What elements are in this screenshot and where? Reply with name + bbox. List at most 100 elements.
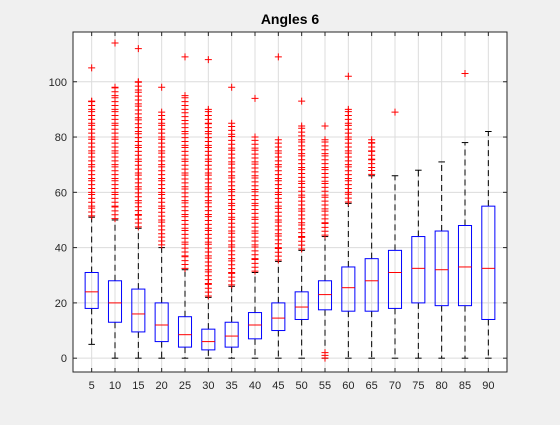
outlier-marker xyxy=(298,97,306,105)
y-tick-label: 0 xyxy=(61,353,67,365)
box-series xyxy=(84,39,496,362)
outliers xyxy=(111,39,119,223)
box-iqr xyxy=(224,321,239,348)
outlier-marker xyxy=(134,45,142,53)
outlier-marker xyxy=(274,53,282,61)
outlier-marker xyxy=(461,69,469,77)
box-iqr xyxy=(457,224,473,307)
outliers xyxy=(344,72,352,206)
box-iqr xyxy=(294,291,309,320)
box-iqr xyxy=(247,312,263,340)
outlier-marker xyxy=(344,105,352,113)
x-tick-label: 80 xyxy=(436,380,448,392)
x-tick-label: 10 xyxy=(109,380,121,392)
outlier-marker xyxy=(204,56,212,64)
x-tick-label: 75 xyxy=(412,380,424,392)
x-tick-label: 30 xyxy=(202,380,214,392)
outlier-marker xyxy=(251,94,259,102)
outliers xyxy=(228,83,236,289)
outlier-marker xyxy=(204,105,212,113)
x-tick-label: 35 xyxy=(226,380,238,392)
outlier-marker xyxy=(181,92,189,100)
box-iqr xyxy=(201,328,216,351)
outlier-marker xyxy=(181,53,189,61)
box-10 xyxy=(107,39,123,359)
y-tick-label: 100 xyxy=(49,77,67,89)
outliers xyxy=(204,56,212,300)
box-40 xyxy=(247,94,263,359)
axes: 0 20 40 60 80 100 5 10 15 20 25 30 35 40 45 50 55 60 65 70 7… xyxy=(49,32,507,392)
box-80 xyxy=(434,161,449,359)
box-iqr xyxy=(154,302,169,343)
outlier-marker xyxy=(391,108,399,116)
box-5 xyxy=(84,64,99,345)
box-35 xyxy=(224,83,239,359)
box-75 xyxy=(411,169,426,359)
chart-title: Angles 6 xyxy=(261,11,320,27)
outliers xyxy=(274,53,282,264)
y-tick-label: 60 xyxy=(55,187,67,199)
box-iqr xyxy=(84,271,99,309)
box-45 xyxy=(271,53,286,359)
box-65 xyxy=(364,136,379,359)
outlier-marker xyxy=(111,39,119,47)
box-iqr xyxy=(387,249,403,309)
outlier-marker xyxy=(111,83,119,91)
outliers xyxy=(368,136,376,178)
box-iqr xyxy=(317,280,333,311)
box-iqr xyxy=(364,258,379,312)
box-50 xyxy=(294,97,309,359)
outliers xyxy=(88,64,96,220)
x-tick-label: 45 xyxy=(272,380,284,392)
box-iqr xyxy=(177,316,193,348)
outlier-marker xyxy=(88,97,96,105)
outlier-marker xyxy=(158,83,166,91)
box-55 xyxy=(317,122,333,362)
outlier-marker xyxy=(251,133,259,141)
outlier-marker xyxy=(158,108,166,116)
box-iqr xyxy=(107,280,123,323)
y-tick-label: 20 xyxy=(55,298,67,310)
outlier-marker xyxy=(298,122,306,130)
box-90 xyxy=(481,131,496,359)
box-85 xyxy=(457,69,473,359)
outlier-marker xyxy=(228,83,236,91)
outliers xyxy=(158,83,166,249)
y-tick-label: 40 xyxy=(55,243,67,255)
x-tick-label: 15 xyxy=(132,380,144,392)
x-tick-label: 25 xyxy=(179,380,191,392)
box-iqr xyxy=(131,288,146,333)
x-tick-label: 50 xyxy=(296,380,308,392)
outliers xyxy=(181,53,189,272)
box-20 xyxy=(154,83,169,359)
x-tick-label: 5 xyxy=(89,380,95,392)
x-tick-label: 70 xyxy=(389,380,401,392)
outlier-marker xyxy=(88,64,96,72)
outlier-marker xyxy=(321,122,329,130)
x-tick-label: 85 xyxy=(459,380,471,392)
box-iqr xyxy=(271,302,286,332)
outlier-marker xyxy=(321,136,329,144)
box-iqr xyxy=(434,230,449,307)
outliers xyxy=(321,122,329,362)
box-30 xyxy=(201,56,216,359)
x-tick-label: 20 xyxy=(156,380,168,392)
x-tick-label: 60 xyxy=(342,380,354,392)
outliers xyxy=(461,69,469,77)
outlier-marker xyxy=(134,78,142,86)
box-iqr xyxy=(411,236,426,304)
x-tick-label: 65 xyxy=(366,380,378,392)
box-70 xyxy=(387,108,403,359)
x-tick-label: 90 xyxy=(482,380,494,392)
outlier-marker xyxy=(344,72,352,80)
outliers xyxy=(298,97,306,253)
outliers xyxy=(391,108,399,116)
box-60 xyxy=(341,72,356,359)
outlier-marker xyxy=(274,136,282,144)
outlier-marker xyxy=(368,136,376,144)
box-iqr xyxy=(341,266,356,312)
outliers xyxy=(251,94,259,275)
box-15 xyxy=(131,45,146,359)
